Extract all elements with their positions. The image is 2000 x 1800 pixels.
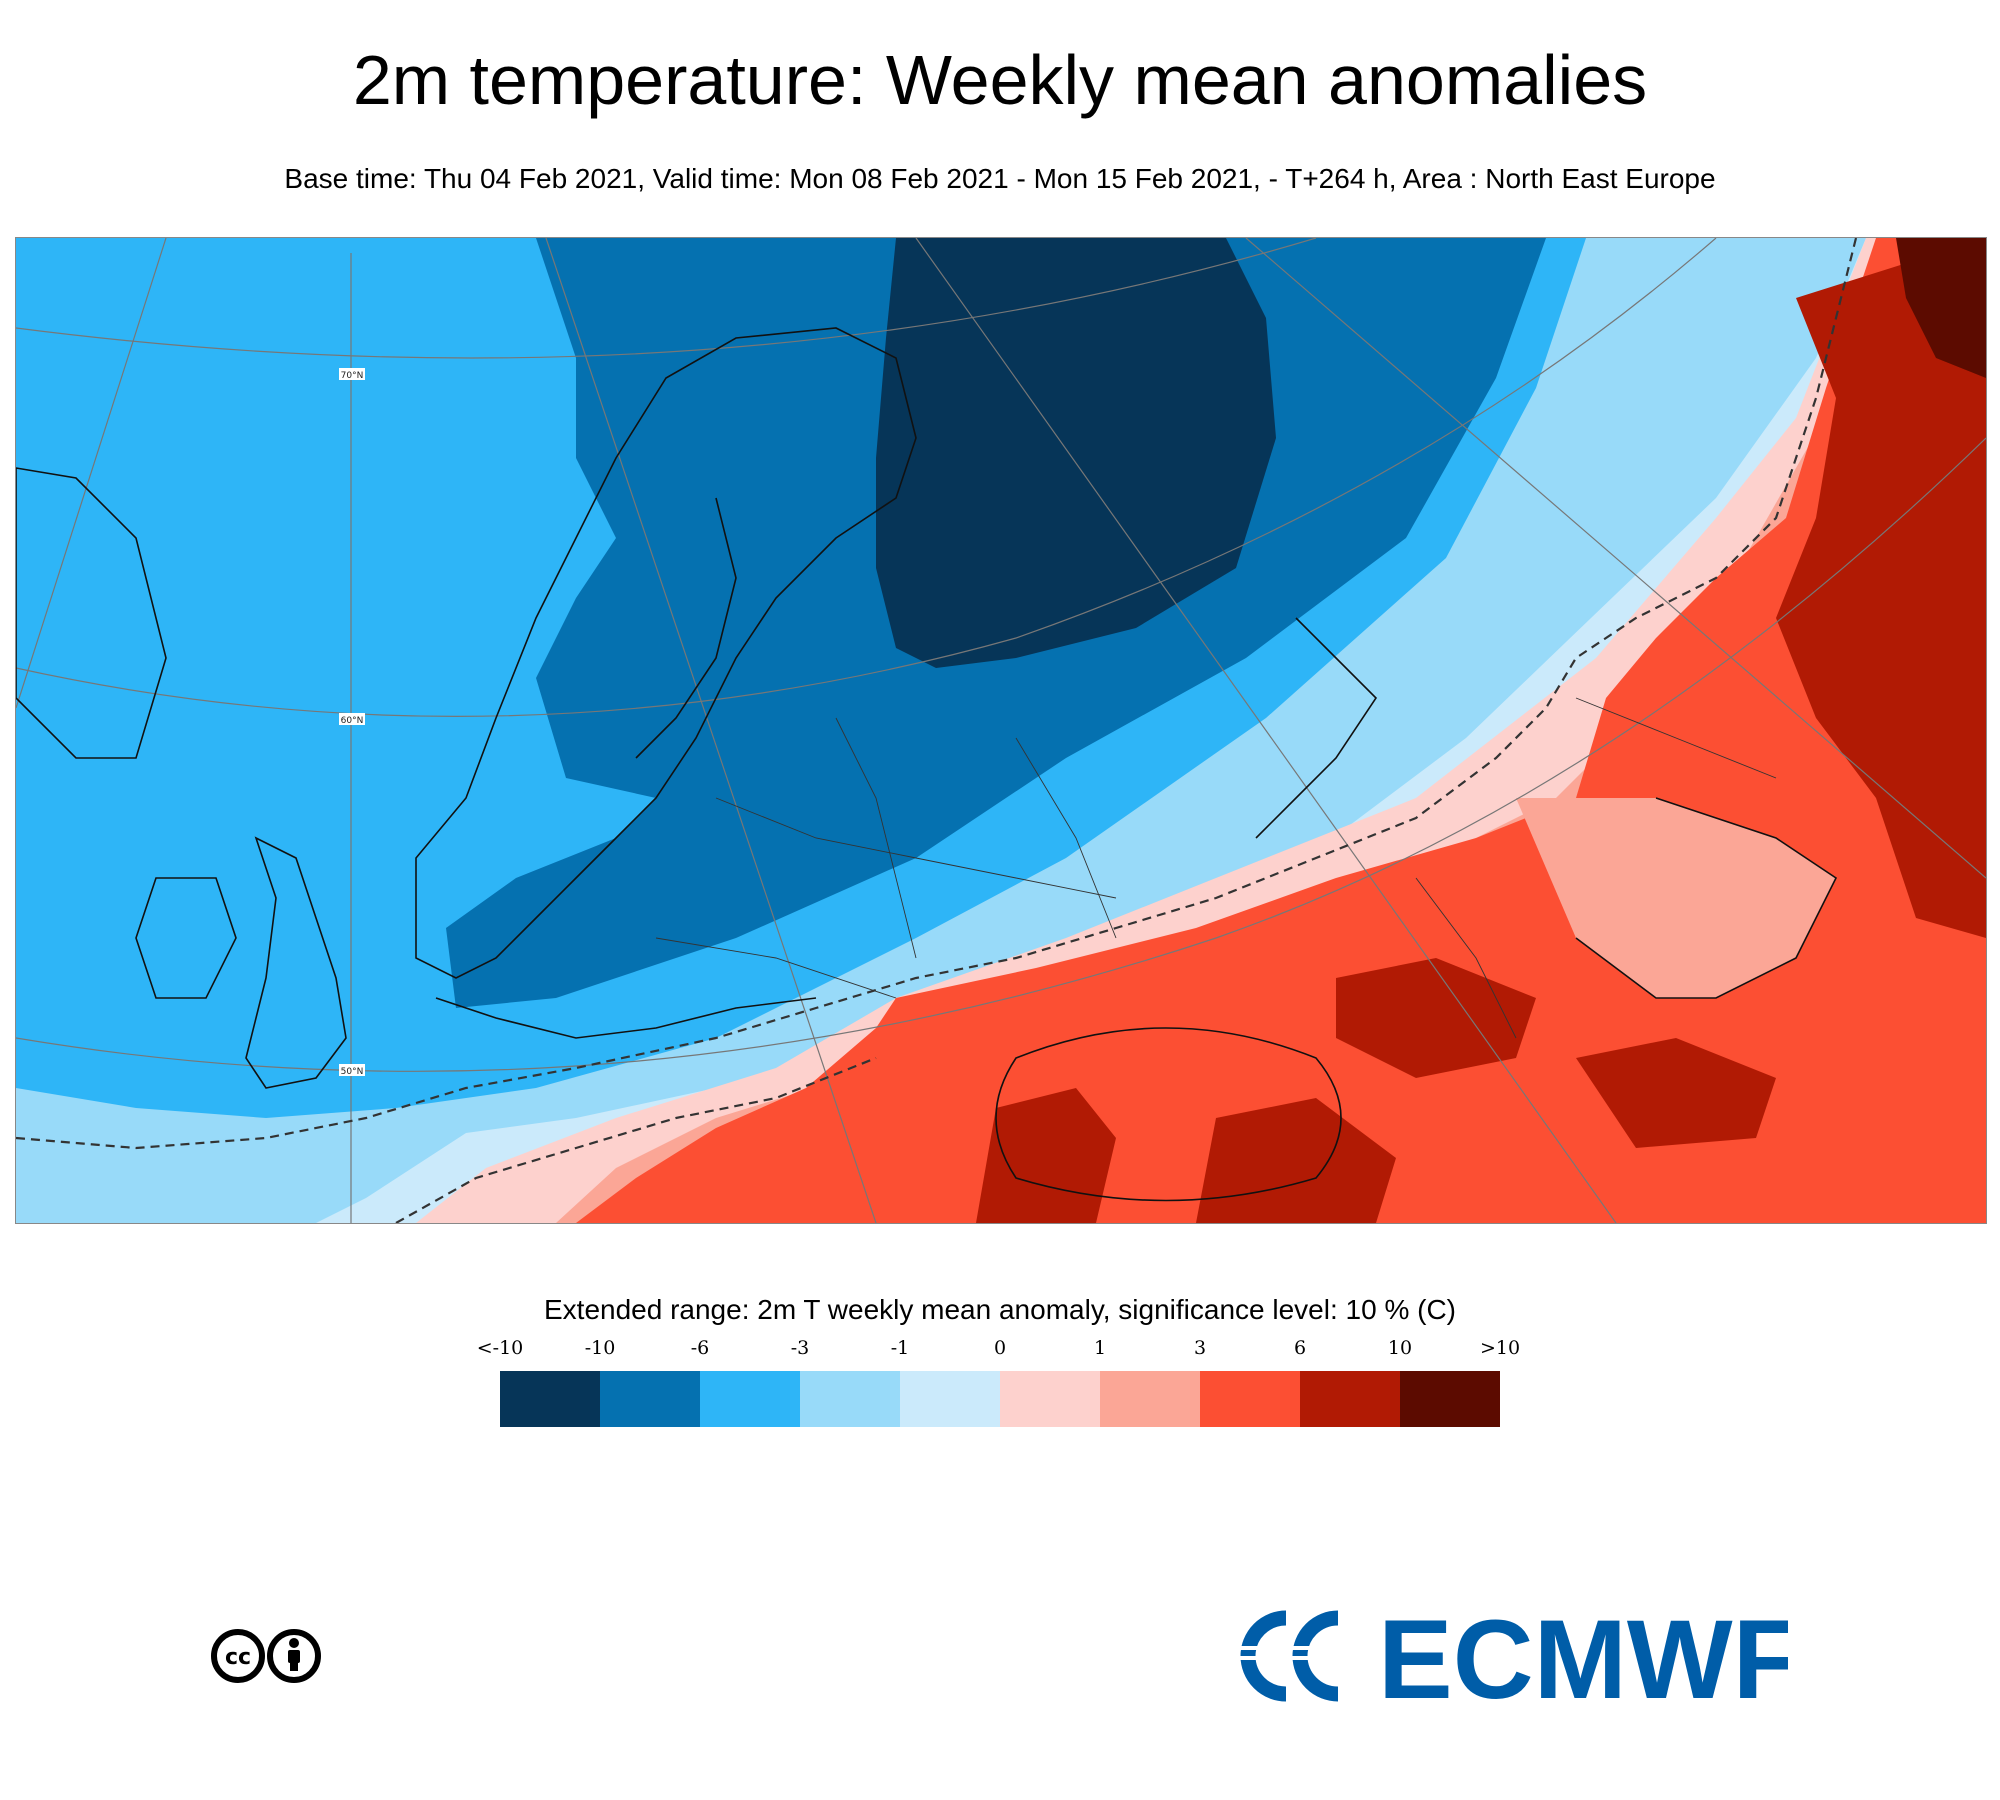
legend-tick-label: -6 [690, 1337, 710, 1359]
lat-50-label-bg [339, 1064, 365, 1076]
ecmwf-logo-text: ECMWF [1378, 1606, 1788, 1706]
anomaly-field-6-to-10-patches [976, 238, 1986, 1223]
anomaly-map: 70°N 60°N 50°N [15, 237, 1987, 1224]
legend-swatch [1300, 1371, 1400, 1427]
legend-tick-labels: <-10 -10 -6 -3 -1 0 1 3 6 10 >10 [0, 1337, 2000, 1367]
legend-swatch [1100, 1371, 1200, 1427]
legend-tick-label: 3 [1193, 1337, 1207, 1359]
country-borders [655, 697, 1777, 1039]
graticule-labels: 70°N 60°N 50°N [339, 368, 365, 1077]
legend-tick-label: 0 [993, 1337, 1007, 1359]
license-badge: cc [210, 1628, 322, 1684]
legend-title: Extended range: 2m T weekly mean anomaly… [543, 1294, 1456, 1325]
legend-swatch [1200, 1371, 1300, 1427]
legend-swatch [1000, 1371, 1100, 1427]
legend-tick-label: -3 [790, 1337, 810, 1359]
legend-color-bar [500, 1371, 1500, 1427]
anomaly-field-above-10-patch [1896, 238, 1986, 378]
legend-tick-label: 10 [1387, 1337, 1413, 1359]
lat-60-label: 60°N [341, 716, 364, 726]
legend-swatch [500, 1371, 600, 1427]
legend-tick-label: <-10 [476, 1337, 524, 1359]
lat-70-label: 70°N [341, 371, 364, 381]
page-title: 2m temperature: Weekly mean anomalies [352, 41, 1648, 119]
lat-70-label-bg [339, 368, 365, 380]
legend-swatch [700, 1371, 800, 1427]
page-subtitle: Base time: Thu 04 Feb 2021, Valid time: … [284, 163, 1716, 194]
legend-swatch [800, 1371, 900, 1427]
legend-tick-label: >10 [1479, 1337, 1521, 1359]
ecmwf-logo: ECMWF [1228, 1597, 1801, 1722]
legend-tick-label: -10 [584, 1337, 616, 1359]
map-canvas: 70°N 60°N 50°N [16, 238, 1986, 1223]
svg-text:cc: cc [225, 1645, 251, 1670]
significance-boundary [16, 238, 1858, 1150]
legend-swatch [900, 1371, 1000, 1427]
coastlines [16, 327, 1838, 1202]
anomaly-field-below-minus-10 [876, 238, 1276, 668]
by-attribution-icon [267, 1629, 321, 1683]
graticule [16, 238, 1986, 1223]
significance-boundary-south [395, 1056, 877, 1223]
legend-tick-label: -1 [890, 1337, 910, 1359]
legend-swatch [600, 1371, 700, 1427]
lat-60-label-bg [339, 713, 365, 725]
legend-tick-label: 6 [1293, 1337, 1307, 1359]
legend-swatch [1400, 1371, 1500, 1427]
ecmwf-emblem-lines [1228, 1646, 1358, 1660]
cc-icon: cc [211, 1629, 265, 1683]
anomaly-field-1-to-3-patch-east [1516, 798, 1836, 998]
legend-tick-label: 1 [1093, 1337, 1107, 1359]
lat-50-label: 50°N [341, 1067, 364, 1077]
